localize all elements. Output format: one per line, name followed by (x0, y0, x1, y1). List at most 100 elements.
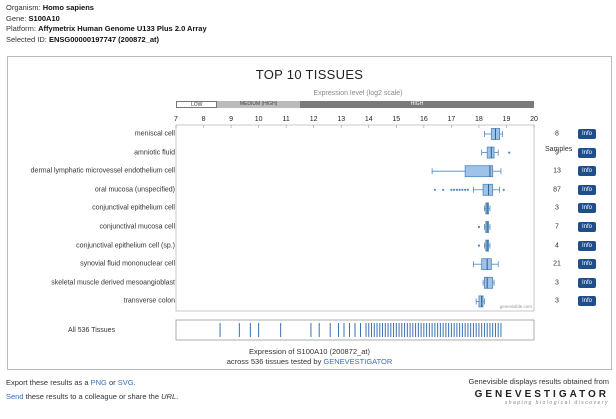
x-tick-label: 7 (174, 116, 178, 123)
tissue-boxplot (484, 128, 503, 140)
info-button[interactable]: Info (578, 296, 596, 307)
level-low: LOW (176, 101, 218, 108)
sample-count: 3 (555, 204, 559, 212)
gene-label: Gene: (6, 13, 27, 23)
sample-count: 4 (555, 242, 559, 250)
x-tick-label: 15 (392, 116, 401, 123)
tissue-label: synovial fluid mononuclear cell (80, 260, 175, 268)
tissue-label: skeletal muscle derived mesoangioblast (51, 279, 175, 287)
info-button[interactable]: Info (578, 184, 596, 195)
info-button[interactable]: Info (578, 203, 596, 214)
selected-id-line: Selected ID: ENSG00000197747 (200872_at) (6, 35, 207, 46)
outlier-point (508, 151, 511, 154)
svg-link[interactable]: SVG (117, 378, 134, 387)
plot-frame (175, 124, 535, 312)
attribution-text: Genevisible displays results obtained fr… (468, 377, 610, 386)
tissue-boxplot (482, 276, 495, 289)
outlier-point (442, 188, 445, 191)
sample-count: 9 (555, 149, 559, 157)
info-button[interactable]: Info (578, 147, 596, 158)
platform-line: Platform: Affymetrix Human Genome U133 P… (6, 24, 207, 35)
x-tick-label: 12 (309, 116, 318, 123)
tissue-label: conjunctival mucosa cell (99, 223, 175, 231)
export-or: or (106, 378, 118, 387)
outlier-point (433, 188, 436, 191)
sample-count: 3 (555, 297, 559, 305)
outlier-point (464, 188, 467, 191)
outlier-point (453, 188, 456, 191)
sample-count: 7 (555, 223, 559, 231)
send-link[interactable]: Send (6, 392, 24, 401)
outlier-point (477, 244, 481, 247)
share-period: . (176, 392, 179, 401)
tissue-label: dermal lymphatic microvessel endothelium… (30, 167, 175, 175)
info-button[interactable]: Info (578, 166, 596, 177)
box (478, 295, 484, 308)
tissue-label: conjunctival epithelium cell (92, 204, 175, 212)
x-tick-label: 9 (229, 116, 234, 123)
logo-tagline: shaping biological discovery (504, 400, 609, 406)
sample-count: 21 (553, 260, 561, 268)
box (464, 165, 494, 178)
tissue-boxplot (477, 239, 491, 252)
tissue-label: meniscal cell (134, 130, 175, 138)
level-medium-high: MEDIUM (HIGH) (217, 101, 300, 108)
outlier-point (466, 188, 470, 191)
footnote-line2-text: across 536 tissues tested by (226, 357, 324, 366)
organism-line: Organism: Homo sapiens (6, 3, 207, 14)
info-button[interactable]: Info (578, 259, 596, 270)
x-axis-label: Expression level (log2 scale) (313, 90, 403, 97)
tissue-label: transverse colon (123, 297, 175, 305)
outlier-point (477, 225, 481, 229)
x-tick-label: 20 (530, 116, 538, 123)
outlier-point (458, 188, 461, 191)
selected-id-value: ENSG00000197747 (200872_at) (48, 34, 160, 44)
x-tick-label: 18 (475, 116, 483, 123)
tissue-boxplot (433, 183, 505, 196)
genevestigator-link[interactable]: GENEVESTIGATOR (323, 357, 393, 366)
x-tick-label: 13 (337, 116, 346, 123)
tissue-boxplot (473, 258, 499, 271)
tissue-label: conjunctival epithelium cell (sp.) (76, 242, 175, 250)
tissue-label: oral mucosa (unspecified) (94, 186, 175, 194)
sample-count: 13 (553, 167, 561, 175)
x-tick-label: 10 (254, 116, 263, 123)
platform-label: Platform: (6, 24, 37, 33)
info-button[interactable]: Info (578, 277, 596, 288)
organism-label: Organism: (6, 3, 41, 12)
share-line: Send these results to a colleague or sha… (6, 390, 178, 404)
metadata-block: Organism: Homo sapiens Gene: S100A10 Pla… (6, 3, 207, 45)
chart-title: TOP 10 TISSUES (255, 67, 364, 82)
x-tick-label: 14 (364, 116, 373, 123)
gene-value: S100A10 (28, 13, 60, 23)
export-block: Export these results as a PNG or SVG. Se… (6, 376, 178, 404)
url-text: URL (161, 392, 177, 401)
box (484, 276, 494, 289)
outlier-point (461, 188, 464, 191)
png-link[interactable]: PNG (90, 378, 107, 387)
chart-panel: TOP 10 TISSUES Expression level (log2 sc… (7, 56, 612, 370)
info-button[interactable]: Info (578, 222, 596, 232)
organism-value: Homo sapiens (42, 3, 94, 12)
selected-id-label: Selected ID: (6, 34, 47, 44)
info-button[interactable]: Info (578, 129, 596, 139)
boxplot-area: genevisible.com (175, 124, 535, 341)
x-tick-label: 19 (502, 116, 511, 123)
genevestigator-logo[interactable]: GENEVESTIGATOR (474, 389, 609, 400)
export-line: Export these results as a PNG or SVG. (6, 376, 178, 390)
x-tick-label: 16 (419, 116, 428, 123)
tissue-boxplot (475, 295, 485, 308)
outlier-point (450, 188, 453, 191)
tissue-label: amniotic fluid (134, 149, 175, 157)
export-period: . (133, 378, 136, 387)
samples-header: Samples (545, 146, 573, 153)
box (481, 258, 492, 271)
export-text: Export these results as a (6, 378, 91, 387)
gene-line: Gene: S100A10 (6, 14, 207, 25)
all-tissues-label: All 536 Tissues (68, 327, 116, 334)
info-button[interactable]: Info (578, 240, 596, 251)
footnote-line2: across 536 tissues tested by GENEVESTIGA… (8, 357, 611, 367)
tissue-boxplot (431, 165, 502, 178)
footnote-line1: Expression of S100A10 (200872_at) (249, 347, 370, 356)
chart-footnote: Expression of S100A10 (200872_at) across… (8, 347, 611, 367)
